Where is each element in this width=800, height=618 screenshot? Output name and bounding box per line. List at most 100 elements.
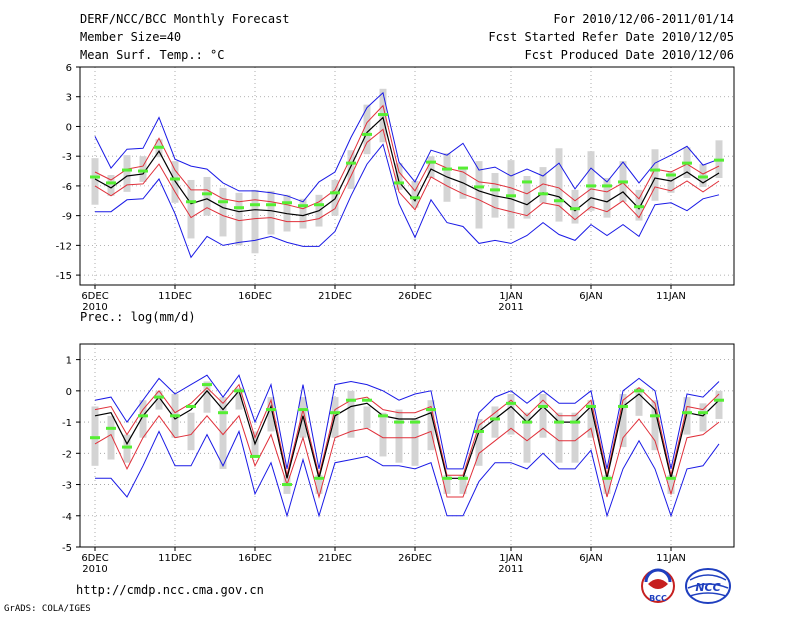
- prec-observed-marker: [330, 411, 340, 415]
- prec-observed-marker: [138, 414, 148, 418]
- temp-observed-marker: [506, 194, 516, 198]
- prec-ytick-label: -2: [62, 449, 72, 460]
- temp-line-spread-upper: [94, 104, 720, 210]
- temp-range-box: [299, 198, 307, 229]
- prec-ytick-label: -1: [62, 418, 72, 429]
- prec-observed-marker: [442, 476, 452, 480]
- prec-range-box: [459, 475, 467, 494]
- temp-observed-marker: [170, 177, 180, 181]
- prec-range-box: [667, 475, 675, 494]
- temp-observed-marker: [202, 192, 212, 196]
- bcc-logo-text: BCC: [649, 594, 667, 603]
- temp-range-box: [667, 172, 675, 193]
- source-url[interactable]: http://cmdp.ncc.cma.gov.cn: [76, 583, 264, 597]
- temp-observed-marker: [218, 200, 228, 204]
- prec-range-box: [699, 403, 707, 432]
- prec-range-box: [315, 475, 323, 494]
- forecast-period: For 2010/12/06-2011/01/14: [553, 12, 734, 26]
- prec-observed-marker: [122, 445, 132, 449]
- prec-observed-marker: [298, 408, 308, 412]
- temp-observed-marker: [330, 191, 340, 195]
- temp-ytick-label: -12: [56, 241, 72, 252]
- prec-observed-marker: [570, 420, 580, 424]
- temp-ytick-label: -6: [62, 182, 72, 193]
- temp-range-box: [523, 176, 531, 219]
- temp-range-box: [187, 179, 195, 239]
- prec-range-box: [651, 400, 659, 451]
- temp-range-box: [395, 163, 403, 190]
- prec-line-spread-lower: [94, 414, 720, 499]
- temp-ytick-label: 3: [66, 93, 72, 104]
- prec-xtick-label: 16DEC: [238, 553, 272, 564]
- prec-range-box: [603, 475, 611, 494]
- temp-observed-marker: [586, 184, 596, 188]
- prec-range-box: [395, 409, 403, 463]
- prec-range-box: [475, 418, 483, 466]
- variable-label: Mean Surf. Temp.: °C: [80, 48, 225, 62]
- temp-line-maximum: [94, 91, 720, 203]
- prec-range-box: [619, 393, 627, 448]
- produced-date: Fcst Produced Date 2010/12/06: [524, 48, 734, 62]
- prec-range-box: [539, 393, 547, 438]
- temp-observed-marker: [538, 192, 548, 196]
- prec-ytick-label: 0: [66, 387, 72, 398]
- prec-range-box: [507, 393, 515, 435]
- prec-range-box: [683, 397, 691, 435]
- prec-observed-marker: [410, 420, 420, 424]
- prec-ytick-label: -4: [62, 512, 72, 523]
- prec-observed-marker: [218, 411, 228, 415]
- prec-range-box: [139, 400, 147, 438]
- temp-observed-marker: [442, 167, 452, 171]
- temp-xtick-label: 11DEC: [158, 291, 192, 302]
- prec-range-box: [635, 387, 643, 416]
- temp-observed-marker: [522, 180, 532, 184]
- prec-xtick-label: 26DEC: [398, 553, 432, 564]
- prec-range-box: [427, 400, 435, 451]
- temp-line-spread-lower: [94, 128, 720, 223]
- temp-range-box: [475, 161, 483, 229]
- prec-observed-marker: [394, 420, 404, 424]
- prec-range-box: [443, 475, 451, 494]
- member-size-label: Member Size=40: [80, 30, 182, 44]
- temp-observed-marker: [410, 196, 420, 200]
- prec-range-box: [523, 412, 531, 463]
- prec-observed-marker: [554, 420, 564, 424]
- temp-line-ensemble-mean: [94, 116, 720, 217]
- prec-range-box: [587, 400, 595, 438]
- temp-range-box: [235, 192, 243, 246]
- temp-range-box: [459, 169, 467, 199]
- prec-ytick-label: -3: [62, 481, 72, 492]
- temp-ytick-label: 0: [66, 122, 72, 133]
- temp-xtick-label: 6JAN: [579, 291, 602, 302]
- prec-xtick-label: 11DEC: [158, 553, 192, 564]
- prec-range-box: [235, 387, 243, 410]
- temp-xtick-label: 21DEC: [318, 291, 352, 302]
- prec-line-spread-upper: [94, 383, 720, 476]
- prec-range-box: [91, 406, 99, 466]
- temp-xtick-label: 11JAN: [656, 291, 686, 302]
- prec-observed-marker: [346, 398, 356, 402]
- prec-observed-marker: [586, 404, 596, 408]
- temp-observed-marker: [154, 145, 164, 149]
- prec-observed-marker: [170, 414, 180, 418]
- prec-range-box: [267, 397, 275, 432]
- prec-observed-marker: [506, 401, 516, 405]
- temp-xtick-year: 2011: [498, 302, 523, 313]
- prec-xtick-year: 2010: [82, 564, 107, 575]
- temp-frame: [79, 66, 735, 286]
- temp-observed-marker: [458, 166, 468, 170]
- temp-range-box: [555, 148, 563, 222]
- prec-xtick-label: 11JAN: [656, 553, 686, 564]
- prec-observed-marker: [314, 476, 324, 480]
- bcc-logo: BCC: [641, 568, 675, 603]
- temp-observed-marker: [250, 203, 260, 207]
- prec-range-box: [715, 390, 723, 419]
- temp-observed-marker: [314, 203, 324, 207]
- temp-range-box: [571, 189, 579, 224]
- temp-range-box: [91, 158, 99, 205]
- prec-observed-marker: [618, 404, 628, 408]
- prec-range-box: [555, 412, 563, 463]
- grads-credit: GrADS: COLA/IGES: [4, 604, 91, 614]
